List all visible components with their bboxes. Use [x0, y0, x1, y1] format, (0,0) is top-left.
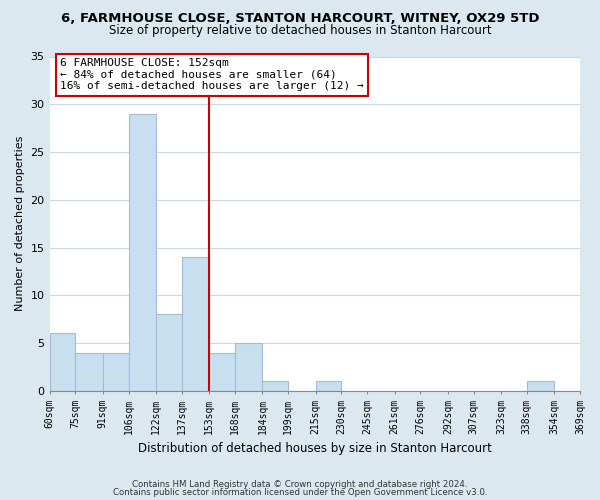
Bar [103, 352, 128, 391]
Bar [75, 352, 103, 391]
Text: 6 FARMHOUSE CLOSE: 152sqm
← 84% of detached houses are smaller (64)
16% of semi-: 6 FARMHOUSE CLOSE: 152sqm ← 84% of detac… [60, 58, 364, 92]
Bar [262, 381, 288, 391]
X-axis label: Distribution of detached houses by size in Stanton Harcourt: Distribution of detached houses by size … [138, 442, 492, 455]
Bar [209, 352, 235, 391]
Text: 6, FARMHOUSE CLOSE, STANTON HARCOURT, WITNEY, OX29 5TD: 6, FARMHOUSE CLOSE, STANTON HARCOURT, WI… [61, 12, 539, 26]
Text: Size of property relative to detached houses in Stanton Harcourt: Size of property relative to detached ho… [109, 24, 491, 37]
Bar [50, 334, 75, 391]
Bar [316, 381, 341, 391]
Bar [156, 314, 182, 391]
Bar [182, 257, 209, 391]
Bar [527, 381, 554, 391]
Y-axis label: Number of detached properties: Number of detached properties [15, 136, 25, 312]
Bar [235, 343, 262, 391]
Text: Contains public sector information licensed under the Open Government Licence v3: Contains public sector information licen… [113, 488, 487, 497]
Bar [128, 114, 156, 391]
Text: Contains HM Land Registry data © Crown copyright and database right 2024.: Contains HM Land Registry data © Crown c… [132, 480, 468, 489]
